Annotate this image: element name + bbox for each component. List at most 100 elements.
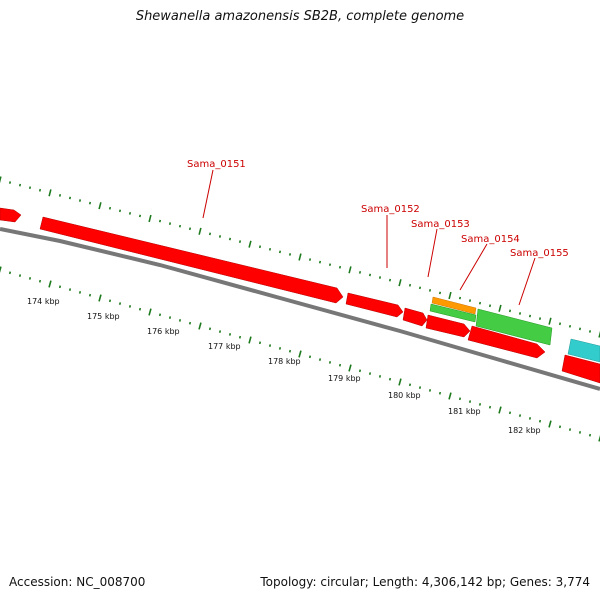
- inner-tick: [358, 369, 362, 373]
- inner-tick: [278, 347, 282, 350]
- inner-tick: [458, 397, 462, 401]
- inner-tick: [488, 405, 492, 409]
- kbp-label: 178 kbp: [268, 357, 301, 366]
- inner-tick: [288, 349, 292, 353]
- outer-tick: [568, 324, 572, 328]
- green-feature-small[interactable]: [429, 303, 477, 323]
- gene-arrow-sama-0155[interactable]: [467, 325, 546, 359]
- inner-tick: [348, 364, 352, 372]
- outer-tick: [128, 212, 132, 215]
- outer-tick: [248, 240, 252, 248]
- inner-tick: [138, 307, 142, 311]
- gene-label-sama-0151[interactable]: Sama_0151: [187, 159, 246, 170]
- outer-tick: [458, 296, 462, 300]
- kbp-label: 177 kbp: [208, 342, 241, 351]
- outer-tick: [578, 327, 582, 331]
- orange-feature[interactable]: [431, 296, 477, 315]
- outer-tick: [428, 289, 432, 292]
- inner-tick: [218, 330, 222, 333]
- inner-tick: [418, 386, 422, 389]
- inner-tick: [238, 335, 242, 339]
- map-title: Shewanella amazonensis SB2B, complete ge…: [135, 9, 465, 24]
- genome-info-text: Topology: circular; Length: 4,306,142 bp…: [260, 575, 590, 589]
- outer-tick: [138, 214, 142, 218]
- outer-tick: [318, 260, 322, 264]
- outer-tick: [308, 258, 312, 261]
- gene-arrow-right[interactable]: [561, 354, 600, 384]
- inner-tick: [308, 355, 312, 359]
- outer-tick: [388, 278, 392, 282]
- kbp-label: 174 kbp: [27, 297, 60, 306]
- inner-tick: [148, 308, 152, 316]
- inner-tick: [38, 279, 42, 283]
- outer-tick: [68, 196, 72, 200]
- gene-label-sama-0155[interactable]: Sama_0155: [510, 248, 569, 259]
- genome-backbone: [0, 227, 600, 391]
- inner-tick: [98, 294, 102, 302]
- inner-tick: [428, 389, 432, 392]
- cyan-feature[interactable]: [567, 338, 600, 363]
- outer-tick: [28, 186, 32, 190]
- outer-tick: [528, 314, 532, 318]
- outer-tick: [88, 201, 92, 205]
- kbp-label: 180 kbp: [388, 391, 421, 400]
- inner-tick: [198, 322, 202, 330]
- inner-tick: [88, 293, 92, 297]
- outer-tick: [368, 273, 372, 277]
- outer-tick: [98, 202, 102, 210]
- outer-tick: [258, 245, 262, 249]
- gene-arrow-sama-0151[interactable]: [39, 216, 344, 304]
- inner-tick: [368, 372, 372, 375]
- inner-tick: [108, 299, 112, 303]
- inner-tick: [28, 277, 32, 280]
- gene-arrow-left[interactable]: [0, 207, 22, 223]
- outer-tick: [588, 330, 592, 333]
- outer-tick: [508, 309, 512, 313]
- outer-tick: [78, 199, 82, 202]
- inner-tick: [378, 375, 382, 378]
- kbp-label: 176 kbp: [147, 327, 180, 336]
- gene-arrow-sama-0154[interactable]: [425, 314, 471, 338]
- outer-tick: [448, 291, 452, 300]
- inner-tick: [248, 336, 252, 344]
- gene-label-sama-0153[interactable]: Sama_0153: [411, 219, 470, 230]
- gene-label-sama-0152[interactable]: Sama_0152: [361, 204, 420, 215]
- outer-tick: [598, 330, 600, 338]
- inner-tick: [18, 274, 22, 277]
- inner-tick: [158, 313, 162, 317]
- inner-tick: [548, 420, 552, 428]
- gene-arrow-sama-0152[interactable]: [345, 292, 404, 318]
- inner-tick: [258, 341, 262, 345]
- inner-tick: [448, 392, 452, 400]
- green-feature-large[interactable]: [475, 308, 553, 346]
- inner-tick: [178, 319, 182, 322]
- outer-tick: [168, 222, 172, 225]
- outer-tick: [498, 304, 502, 312]
- inner-tick: [508, 411, 512, 415]
- outer-tick: [118, 209, 122, 213]
- gene-arrow-sama-0153[interactable]: [402, 307, 428, 327]
- inner-tick: [538, 419, 542, 423]
- inner-tick: [568, 428, 572, 431]
- inner-scale-ticks: [0, 266, 600, 442]
- inner-tick: [208, 327, 212, 331]
- gene-label-sama-0154[interactable]: Sama_0154: [461, 234, 520, 245]
- inner-tick: [518, 414, 522, 417]
- accession-text: Accession: NC_008700: [9, 575, 146, 589]
- outer-tick: [358, 271, 362, 274]
- outer-tick: [438, 291, 442, 295]
- outer-tick: [178, 224, 182, 228]
- inner-tick: [48, 280, 52, 288]
- inner-tick: [338, 363, 342, 367]
- inner-tick: [188, 321, 192, 325]
- outer-tick: [48, 189, 52, 197]
- outer-tick: [548, 317, 552, 325]
- inner-tick: [0, 266, 2, 273]
- outer-tick: [148, 214, 152, 223]
- inner-tick: [398, 378, 402, 386]
- inner-tick: [478, 403, 482, 406]
- outer-tick: [288, 253, 292, 256]
- outer-tick: [478, 301, 482, 305]
- kbp-label: 182 kbp: [508, 426, 541, 435]
